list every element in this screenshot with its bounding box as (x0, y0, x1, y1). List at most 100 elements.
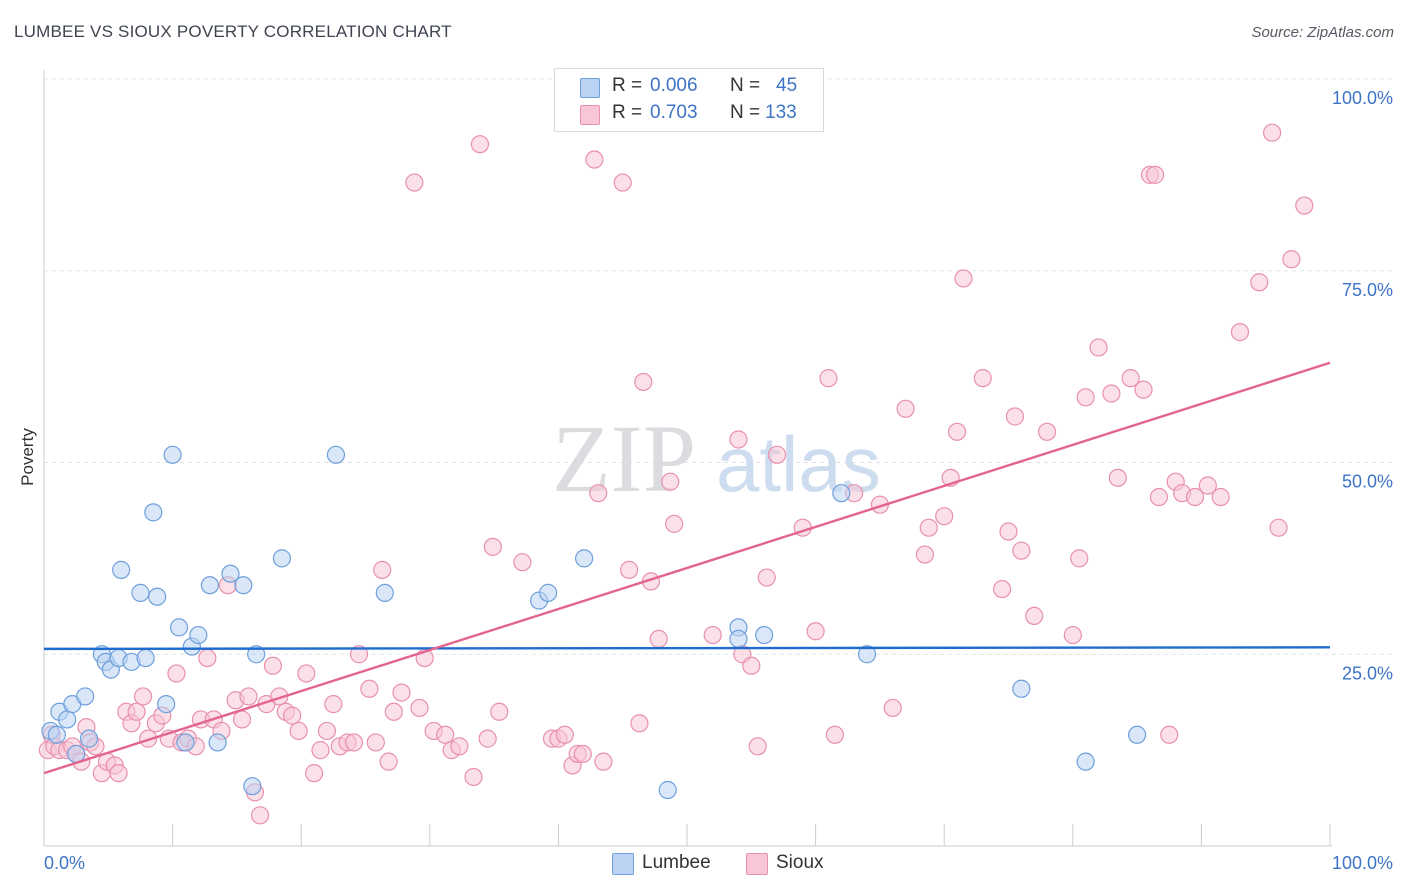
point-lumbee (176, 733, 195, 752)
point-sioux (935, 507, 954, 526)
point-sioux (806, 622, 825, 641)
point-sioux (297, 664, 316, 683)
point-sioux (304, 764, 324, 783)
point-sioux (589, 484, 608, 503)
point-sioux (1149, 487, 1169, 507)
watermark-zip: ZIP (552, 405, 696, 512)
y-tick-label: 25.0% (1342, 663, 1393, 683)
point-sioux (1282, 250, 1301, 269)
point-sioux (947, 422, 967, 441)
point-lumbee (243, 777, 262, 796)
point-lumbee (148, 587, 167, 606)
point-sioux (470, 135, 490, 154)
point-sioux (1121, 369, 1140, 388)
point-lumbee (375, 583, 394, 602)
point-sioux (250, 806, 270, 825)
point-lumbee (163, 445, 182, 464)
point-lumbee (1127, 725, 1147, 744)
bottom-legend-label: Lumbee (642, 852, 711, 873)
x-tick-label: 0.0% (44, 853, 85, 873)
point-sioux (661, 472, 680, 491)
point-sioux (127, 702, 146, 721)
point-lumbee (136, 648, 155, 668)
point-lumbee (832, 484, 851, 503)
point-lumbee (76, 687, 95, 706)
point-sioux (1250, 273, 1269, 292)
point-sioux (1012, 541, 1031, 560)
y-tick-label: 75.0% (1342, 280, 1393, 300)
y-tick-label: 50.0% (1342, 472, 1393, 492)
point-sioux (311, 741, 330, 760)
point-lumbee (47, 725, 66, 744)
point-sioux (1070, 549, 1089, 568)
bottom-legend-label: Sioux (776, 852, 824, 873)
point-sioux (1063, 625, 1082, 645)
point-sioux (283, 706, 302, 725)
trend-line-sioux (43, 361, 1331, 775)
point-sioux (450, 737, 469, 756)
point-sioux (915, 545, 935, 564)
point-sioux (349, 645, 369, 664)
point-lumbee (575, 549, 594, 568)
point-lumbee (272, 549, 292, 568)
point-sioux (620, 560, 639, 579)
point-sioux (1134, 380, 1153, 399)
point-lumbee (326, 445, 346, 464)
point-sioux (819, 369, 838, 388)
point-sioux (464, 767, 483, 787)
point-sioux (317, 721, 337, 741)
legend-n-value: 45 (776, 75, 798, 96)
point-sioux (748, 737, 767, 756)
bottom-swatch-lumbee (612, 853, 634, 875)
point-sioux (594, 752, 613, 771)
point-lumbee (221, 564, 240, 583)
point-sioux (366, 733, 385, 752)
point-sioux (757, 568, 776, 587)
legend-n-label: N = (730, 102, 761, 123)
point-sioux (384, 702, 403, 721)
point-lumbee (857, 645, 877, 664)
point-sioux (239, 687, 258, 706)
point-sioux (992, 579, 1012, 599)
point-sioux (630, 714, 649, 733)
point-lumbee (755, 625, 774, 645)
point-sioux (392, 683, 411, 702)
point-sioux (1230, 323, 1250, 342)
correlation-legend: R = 0.006 N = 45 R = 0.703 N = 133 (554, 68, 824, 132)
point-sioux (585, 150, 604, 169)
point-lumbee (234, 576, 253, 595)
point-lumbee (169, 618, 189, 637)
point-lumbee (200, 576, 219, 595)
point-lumbee (157, 695, 176, 714)
point-sioux (1269, 518, 1288, 537)
legend-r-value: 0.703 (650, 102, 698, 123)
point-sioux (742, 656, 761, 675)
point-sioux (232, 710, 252, 729)
point-sioux (360, 679, 379, 698)
point-sioux (883, 698, 902, 718)
legend-swatch-lumbee (580, 78, 600, 98)
chart-source: Source: ZipAtlas.com (1251, 24, 1394, 41)
chart-title: LUMBEE VS SIOUX POVERTY CORRELATION CHAR… (14, 22, 452, 41)
point-sioux (139, 729, 158, 748)
point-lumbee (539, 583, 558, 602)
y-tick-label: 100.0% (1332, 88, 1393, 108)
point-lumbee (189, 625, 208, 645)
point-lumbee (208, 733, 227, 752)
point-sioux (1108, 468, 1127, 487)
point-sioux (703, 625, 722, 645)
legend-r-label: R = (612, 102, 643, 123)
legend-r-value: 0.006 (650, 75, 698, 96)
axis-layer (43, 70, 1332, 847)
point-sioux (1005, 407, 1025, 426)
point-lumbee (131, 583, 150, 602)
point-sioux (573, 744, 592, 764)
point-sioux (1076, 388, 1095, 407)
point-lumbee (144, 503, 163, 522)
point-sioux (405, 173, 424, 192)
point-lumbee (729, 629, 748, 649)
legend-n-label: N = (730, 75, 761, 96)
x-tick-label: 100.0% (1332, 853, 1393, 873)
point-sioux (513, 553, 532, 572)
